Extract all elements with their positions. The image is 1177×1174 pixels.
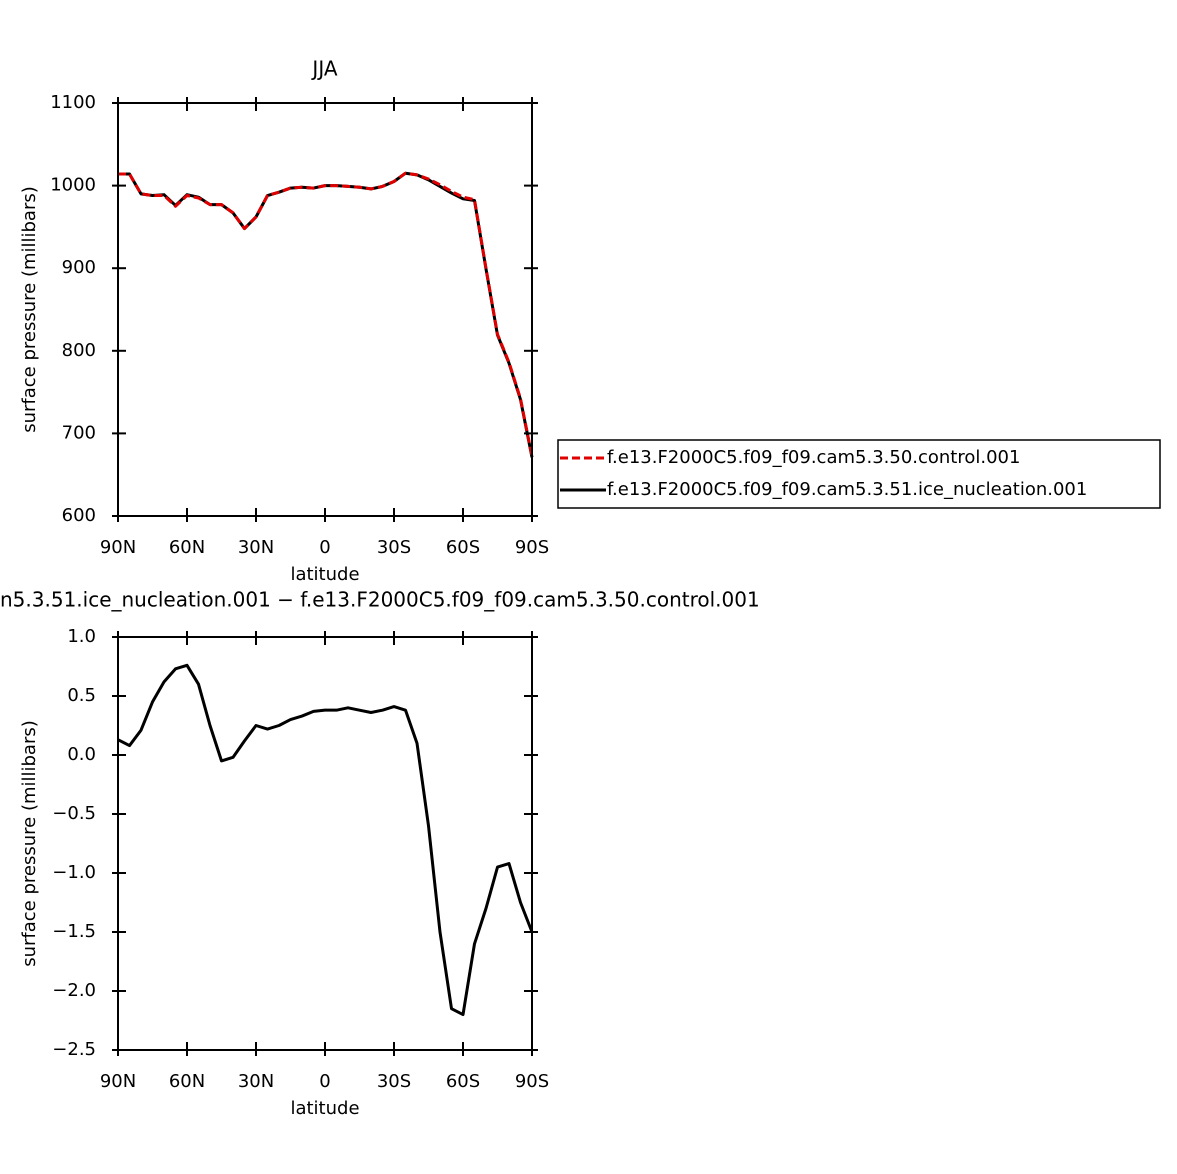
x-tick-label: 90S [515, 537, 549, 558]
plot-frame [117, 636, 533, 1051]
y-tick-label: 0.0 [67, 744, 96, 765]
data-line [117, 663, 534, 1017]
y-tick-label: −1.5 [52, 921, 96, 942]
y-axis-label: surface pressure (millibars) [19, 720, 40, 967]
y-tick-label: 600 [62, 505, 96, 526]
legend-box [557, 439, 1161, 509]
x-tick-label: 30N [238, 537, 274, 558]
data-line [118, 171, 534, 457]
x-tick-label: 90N [100, 1071, 136, 1092]
x-tick-label: 30N [238, 1071, 274, 1092]
chart-title: JJA [310, 57, 337, 81]
y-tick-label: 1.0 [67, 626, 96, 647]
chart-title: n5.3.51.ice_nucleation.001 − f.e13.F2000… [0, 588, 760, 612]
x-tick-label: 30S [377, 537, 411, 558]
x-tick-label: 0 [319, 1071, 330, 1092]
x-tick-label: 60N [169, 537, 205, 558]
legend-label: f.e13.F2000C5.f09_f09.cam5.3.50.control.… [607, 447, 1020, 468]
y-tick-label: −0.5 [52, 803, 96, 824]
x-tick-label: 90S [515, 1071, 549, 1092]
x-axis-label: latitude [290, 1098, 359, 1119]
y-tick-label: −2.5 [52, 1039, 96, 1060]
x-tick-label: 90N [100, 537, 136, 558]
y-tick-label: 700 [62, 422, 96, 443]
legend-label: f.e13.F2000C5.f09_f09.cam5.3.51.ice_nucl… [607, 479, 1087, 500]
y-tick-label: −2.0 [52, 980, 96, 1001]
x-axis-label: latitude [290, 564, 359, 585]
y-tick-label: 800 [62, 340, 96, 361]
x-tick-label: 60S [446, 537, 480, 558]
y-tick-label: 1100 [50, 92, 96, 113]
x-tick-label: 60S [446, 1071, 480, 1092]
y-tick-label: 1000 [50, 175, 96, 196]
y-tick-label: −1.0 [52, 862, 96, 883]
y-tick-label: 0.5 [67, 685, 96, 706]
plot-frame [117, 102, 533, 517]
x-tick-label: 0 [319, 537, 330, 558]
data-line [118, 171, 534, 458]
x-tick-label: 60N [169, 1071, 205, 1092]
y-axis-label: surface pressure (millibars) [19, 186, 40, 433]
x-tick-label: 30S [377, 1071, 411, 1092]
y-tick-label: 900 [62, 257, 96, 278]
